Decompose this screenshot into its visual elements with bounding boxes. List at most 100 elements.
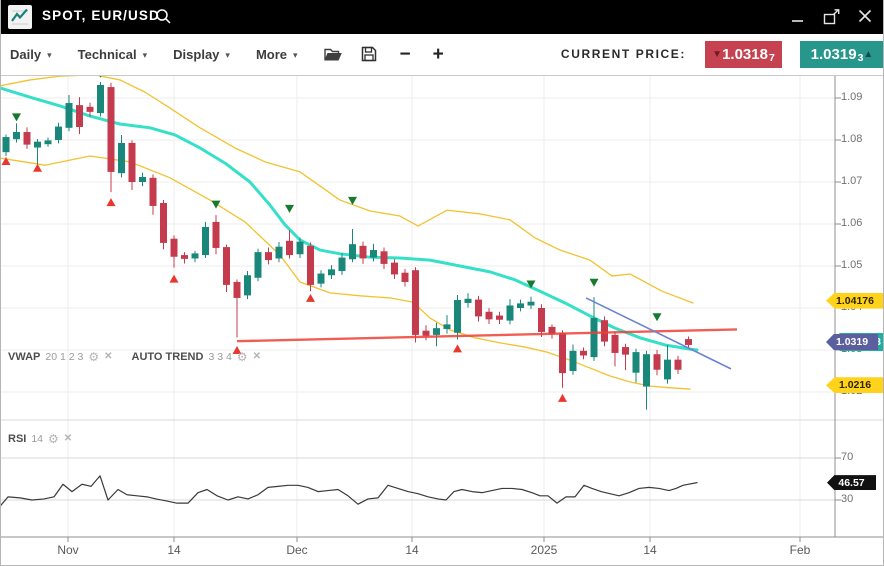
zoom-out-button[interactable]: − bbox=[399, 43, 411, 65]
candle-down bbox=[685, 339, 692, 345]
x-axis-label: Feb bbox=[789, 543, 811, 557]
rsi-legend-row: RSI 14 ⚙ ✕ bbox=[8, 433, 72, 445]
candle-up bbox=[632, 352, 640, 373]
x-axis-label: 14 bbox=[167, 543, 181, 557]
candle-up bbox=[2, 137, 10, 153]
vwap-settings-gear-icon[interactable]: ⚙ bbox=[88, 350, 100, 364]
buy-signal-triangle bbox=[453, 344, 462, 353]
candle-down bbox=[601, 320, 608, 342]
bollinger-upper-band bbox=[0, 74, 694, 304]
candle-up bbox=[139, 176, 146, 182]
candle-down bbox=[496, 315, 503, 320]
timeframe-dropdown[interactable]: Daily ▾ bbox=[10, 47, 52, 62]
technical-dropdown[interactable]: Technical ▾ bbox=[78, 47, 148, 62]
minimize-icon[interactable] bbox=[791, 13, 804, 23]
rsi-axis-label: 30 bbox=[841, 493, 854, 505]
y-axis-label: 1.04 bbox=[841, 301, 863, 313]
sell-signal-triangle bbox=[12, 113, 21, 122]
auto-trend-remove-icon[interactable]: ✕ bbox=[252, 351, 261, 362]
candle-down bbox=[86, 106, 94, 112]
display-dropdown-label: Display bbox=[173, 46, 220, 62]
candle-up bbox=[506, 305, 514, 321]
y-axis-label: 1.07 bbox=[841, 175, 863, 187]
vwap-remove-icon[interactable]: ✕ bbox=[104, 351, 113, 362]
search-icon[interactable] bbox=[155, 8, 172, 25]
candle-down bbox=[412, 270, 419, 335]
candle-up bbox=[296, 241, 304, 255]
candle-up bbox=[349, 244, 356, 260]
rsi-remove-icon[interactable]: ✕ bbox=[63, 433, 73, 444]
vwap-legend-name: VWAP bbox=[8, 351, 41, 363]
candle-up bbox=[244, 275, 251, 296]
app-logo-icon bbox=[8, 5, 32, 29]
candle-up bbox=[433, 328, 440, 335]
sell-signal-triangle bbox=[211, 200, 221, 209]
candle-up bbox=[527, 301, 535, 306]
save-button[interactable] bbox=[361, 46, 377, 62]
candle-down bbox=[160, 203, 167, 243]
y-axis-label: 1.08 bbox=[841, 133, 863, 145]
x-axis-label: Dec bbox=[286, 543, 308, 557]
auto-trend-legend-name: AUTO TREND bbox=[131, 351, 204, 363]
vwap-trend-line bbox=[236, 328, 738, 343]
candle-down bbox=[223, 247, 230, 285]
chevron-down-icon: ▾ bbox=[47, 49, 52, 60]
candle-down bbox=[170, 238, 178, 257]
auto-trend-line bbox=[585, 297, 732, 370]
rsi-line bbox=[0, 475, 698, 507]
candle-up bbox=[370, 250, 377, 258]
arrow-up-icon: ▲ bbox=[863, 48, 874, 60]
sell-signal-triangle bbox=[652, 313, 662, 322]
candle-down bbox=[233, 281, 241, 298]
sell-signal-triangle bbox=[348, 196, 357, 205]
x-axis-label: Nov bbox=[57, 543, 79, 557]
rsi-axis-label: 70 bbox=[841, 451, 854, 463]
chevron-down-icon: ▾ bbox=[142, 49, 148, 60]
open-folder-button[interactable] bbox=[323, 47, 342, 62]
popout-window-icon[interactable] bbox=[823, 9, 840, 25]
more-dropdown[interactable]: More ▾ bbox=[256, 47, 298, 62]
buy-signal-triangle bbox=[33, 163, 42, 172]
y-axis-label: 1.06 bbox=[841, 217, 863, 229]
y-axis-label: 1.02 bbox=[841, 385, 863, 397]
candle-down bbox=[622, 347, 629, 355]
candle-up bbox=[569, 350, 577, 371]
sell-signal-triangle bbox=[526, 280, 536, 289]
candle-up bbox=[443, 324, 451, 329]
candle-up bbox=[202, 226, 209, 256]
candle-up bbox=[191, 253, 199, 259]
candle-down bbox=[580, 350, 587, 356]
zoom-in-button[interactable]: + bbox=[432, 43, 444, 65]
price-level-tag: 1.0216 bbox=[826, 377, 884, 394]
arrow-down-icon: ▼ bbox=[712, 48, 723, 60]
candle-up bbox=[643, 354, 650, 387]
candle-up bbox=[34, 141, 41, 148]
bid-price-badge: ▼ 1.0318 7 bbox=[705, 41, 782, 68]
toolbar: Daily ▾ Technical ▾ Display ▾ More ▾ bbox=[0, 34, 884, 76]
display-dropdown[interactable]: Display ▾ bbox=[173, 47, 230, 62]
candle-up bbox=[275, 246, 283, 259]
chevron-down-icon: ▾ bbox=[293, 49, 298, 60]
folder-icon bbox=[323, 48, 342, 60]
candle-down bbox=[674, 359, 682, 370]
sell-signal-triangle bbox=[285, 204, 294, 213]
auto-trend-settings-gear-icon[interactable]: ⚙ bbox=[236, 350, 248, 364]
titlebar: SPOT, EUR/USD bbox=[0, 0, 884, 34]
candle-down bbox=[128, 142, 136, 182]
close-icon[interactable] bbox=[858, 9, 872, 23]
buy-signal-triangle bbox=[558, 393, 567, 402]
ask-price-pip: 3 bbox=[857, 51, 864, 64]
timeframe-dropdown-label: Daily bbox=[10, 46, 42, 62]
window-title: SPOT, EUR/USD bbox=[42, 8, 160, 23]
candle-up bbox=[65, 103, 73, 128]
chevron-down-icon: ▾ bbox=[225, 49, 230, 60]
candle-down bbox=[422, 330, 430, 336]
candle-down bbox=[548, 326, 556, 335]
bid-price-pip: 7 bbox=[768, 51, 775, 64]
x-axis-label: 14 bbox=[643, 543, 657, 557]
buy-signal-triangle bbox=[306, 293, 315, 302]
rsi-settings-gear-icon[interactable]: ⚙ bbox=[48, 432, 59, 446]
